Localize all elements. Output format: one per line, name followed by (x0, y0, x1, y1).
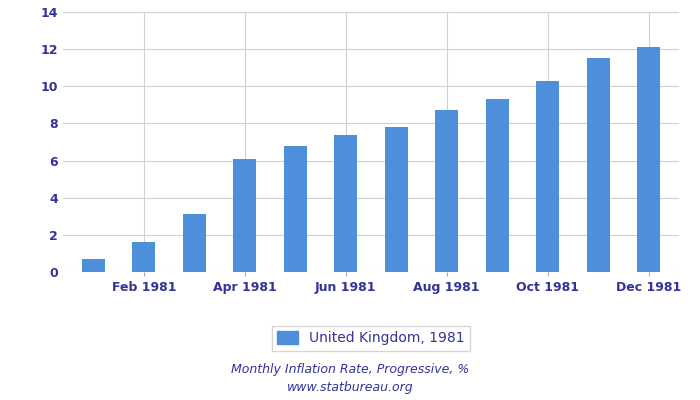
Text: Monthly Inflation Rate, Progressive, %: Monthly Inflation Rate, Progressive, % (231, 364, 469, 376)
Bar (587, 58, 610, 272)
Bar (435, 110, 458, 272)
Bar (335, 134, 357, 272)
Bar (233, 159, 256, 272)
Bar (385, 127, 407, 272)
Bar (132, 242, 155, 272)
Legend: United Kingdom, 1981: United Kingdom, 1981 (272, 326, 470, 351)
Bar (486, 99, 509, 272)
Bar (183, 214, 206, 272)
Bar (536, 81, 559, 272)
Text: www.statbureau.org: www.statbureau.org (287, 381, 413, 394)
Bar (82, 259, 105, 272)
Bar (284, 146, 307, 272)
Bar (637, 47, 660, 272)
